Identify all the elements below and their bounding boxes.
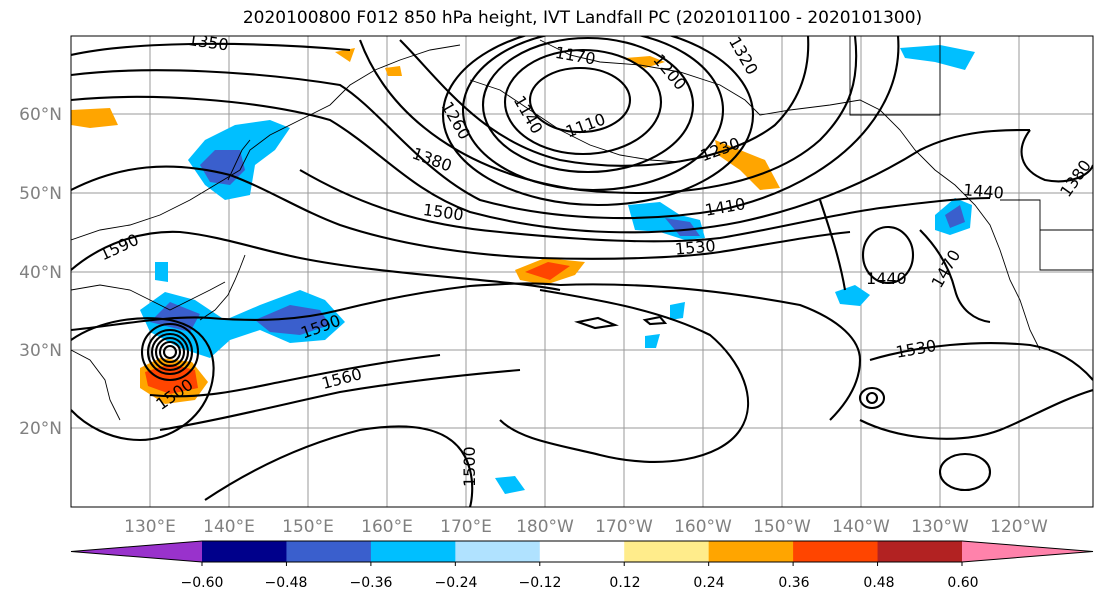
lat-label: 40°N xyxy=(19,263,62,283)
map-title: 2020100800 F012 850 hPa height, IVT Land… xyxy=(242,8,923,28)
shade-180-positive-core xyxy=(525,262,570,280)
shade-ne-pacific-small xyxy=(835,285,870,306)
colorbar-tick-label: 0.12 xyxy=(609,575,640,591)
colorbar: −0.60 −0.48 −0.36 −0.24 −0.12 0.12 0.24 … xyxy=(70,540,1094,591)
contour-label: 1530 xyxy=(894,336,937,362)
contour-label: 1470 xyxy=(928,246,965,291)
shade-alaska-positive xyxy=(715,140,780,190)
lat-label: 60°N xyxy=(19,105,62,125)
contour-label: 1380 xyxy=(410,144,455,176)
colorbar-segment xyxy=(539,541,625,562)
lon-label: 120°W xyxy=(990,517,1048,537)
colorbar-segment xyxy=(708,541,794,562)
colorbar-segment xyxy=(202,541,287,562)
colorbar-segment xyxy=(286,541,372,562)
colorbar-extend-low xyxy=(71,541,202,562)
shade-hawaii-neg xyxy=(495,476,525,494)
colorbar-extend-high xyxy=(962,541,1093,562)
colorbar-segment xyxy=(370,541,456,562)
longitude-labels: 130°E 140°E 150°E 160°E 170°E 180°W 170°… xyxy=(124,517,1048,537)
contour-label: 1410 xyxy=(703,194,746,220)
height-contours xyxy=(71,36,1093,507)
lat-label: 50°N xyxy=(19,184,62,204)
shade-sea-japan xyxy=(155,262,168,282)
lon-label: 170°W xyxy=(595,517,653,537)
colorbar-tick-label: 0.60 xyxy=(947,575,978,591)
lon-label: 140°W xyxy=(832,517,890,537)
shade-mid-neg1 xyxy=(670,302,685,320)
shade-gulf-alaska-core xyxy=(665,218,700,236)
map-frame xyxy=(70,35,1094,508)
contour-label: 1350 xyxy=(187,30,230,54)
contour-label: 1440 xyxy=(866,269,907,288)
colorbar-tick-label: −0.48 xyxy=(265,575,308,591)
contour-label: 1440 xyxy=(962,180,1004,202)
shade-mid-neg2 xyxy=(645,334,660,348)
lon-label: 160°W xyxy=(674,517,732,537)
colorbar-tick-label: −0.12 xyxy=(519,575,562,591)
lon-label: 180°W xyxy=(516,517,574,537)
contour-label: 1590 xyxy=(97,230,142,264)
lon-label: 130°E xyxy=(124,517,176,537)
shade-japan-south-core xyxy=(255,305,330,335)
shade-arctic-small2 xyxy=(385,66,402,76)
contour-label: 1500 xyxy=(460,446,479,487)
colorbar-tick-label: 0.24 xyxy=(693,575,724,591)
colorbar-segments xyxy=(70,540,1094,566)
lon-label: 170°E xyxy=(440,517,492,537)
shade-bc-coast-core xyxy=(945,205,965,228)
contour-label: 1320 xyxy=(725,33,762,78)
colorbar-tick-label: 0.36 xyxy=(778,575,809,591)
lon-label: 150°W xyxy=(753,517,811,537)
colorbar-tick-label: −0.24 xyxy=(435,575,478,591)
latitude-labels: 60°N 50°N 40°N 30°N 20°N xyxy=(19,105,62,439)
shade-bering-positive xyxy=(625,56,665,68)
colorbar-segment xyxy=(793,541,879,562)
shade-arctic-small xyxy=(335,48,355,62)
colorbar-tick-label: 0.48 xyxy=(863,575,894,591)
contour-label: 1170 xyxy=(554,43,597,69)
lat-label: 20°N xyxy=(19,419,62,439)
contour-label: 1200 xyxy=(649,50,690,93)
colorbar-segment xyxy=(624,541,710,562)
contour-label: 1380 xyxy=(1056,156,1095,200)
lat-label: 30°N xyxy=(19,341,62,361)
contour-label: 1140 xyxy=(510,92,547,137)
lon-label: 150°E xyxy=(282,517,334,537)
lon-label: 140°E xyxy=(203,517,255,537)
colorbar-segment xyxy=(877,541,963,562)
colorbar-tick-label: −0.60 xyxy=(181,575,224,591)
colorbar-segment xyxy=(455,541,541,562)
colorbar-tick-label: −0.36 xyxy=(350,575,393,591)
map-panel: 1350 1170 1320 1110 1140 1200 1260 1230 … xyxy=(71,30,1095,507)
lon-label: 160°E xyxy=(361,517,413,537)
lon-label: 130°W xyxy=(911,517,969,537)
shade-canada-north xyxy=(900,45,975,70)
shade-nw-positive xyxy=(71,108,118,128)
contour-label: 1530 xyxy=(674,236,716,258)
colorbar-tick-labels: −0.60 −0.48 −0.36 −0.24 −0.12 0.12 0.24 … xyxy=(181,575,979,591)
